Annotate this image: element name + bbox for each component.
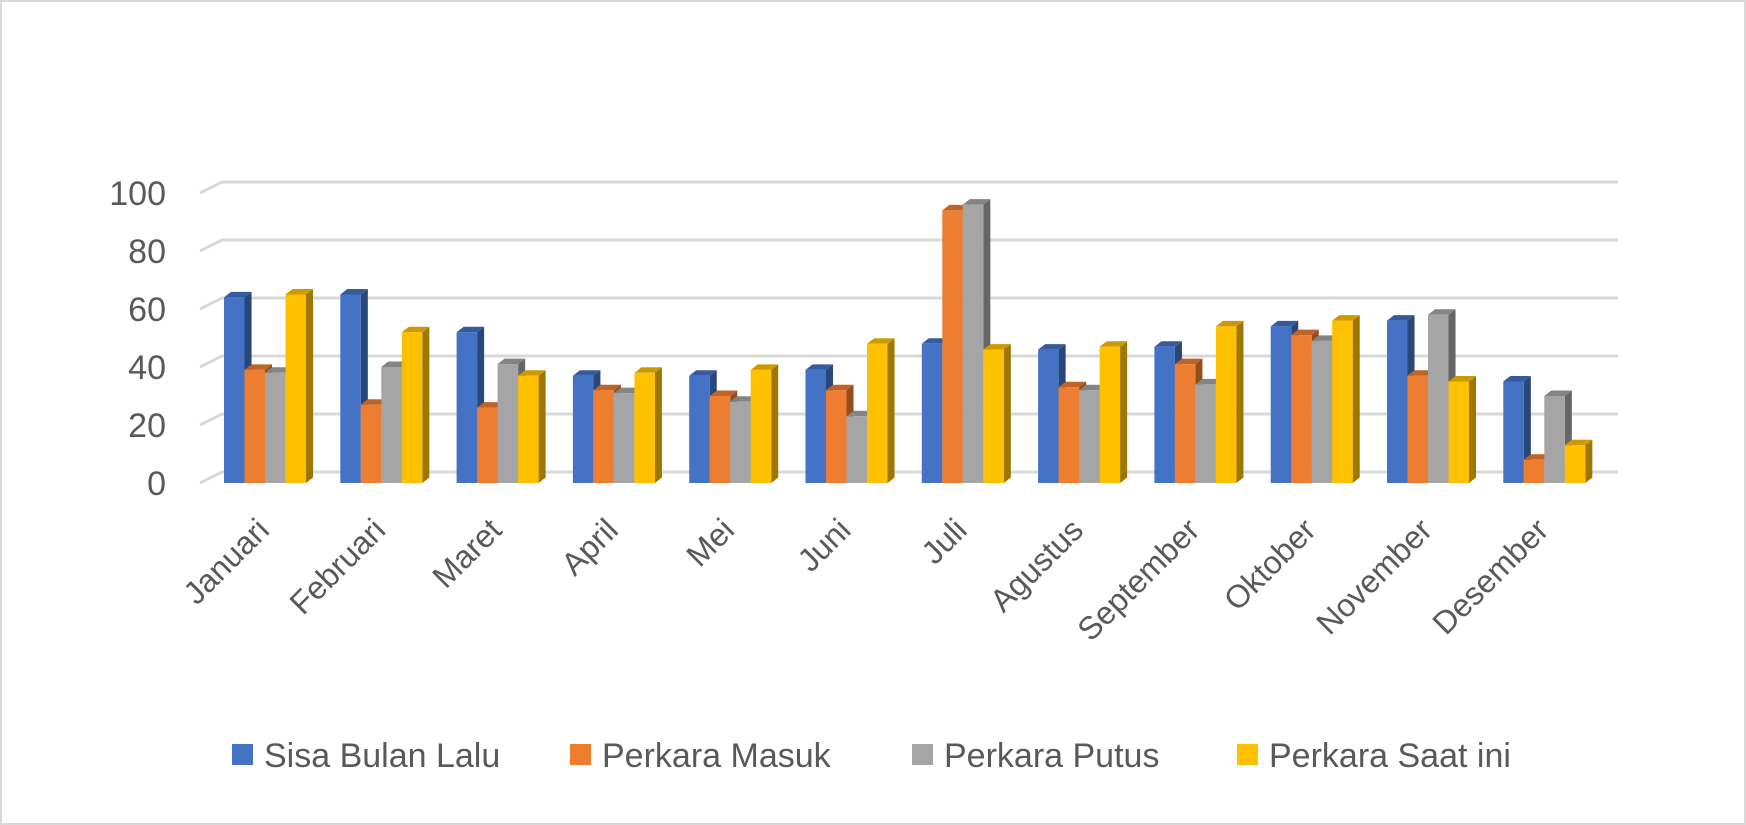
y-tick-label: 60 xyxy=(128,291,166,329)
y-tick-label: 80 xyxy=(128,233,166,271)
legend-label: Sisa Bulan Lalu xyxy=(264,737,500,775)
bar xyxy=(1099,341,1128,483)
x-tick-label: Maret xyxy=(425,511,508,594)
bar xyxy=(1448,376,1477,483)
gridline xyxy=(199,238,1618,253)
bar xyxy=(634,367,662,483)
legend-item: Perkara Saat ini xyxy=(1237,737,1511,775)
bar xyxy=(401,326,430,483)
legend-swatch xyxy=(912,744,933,765)
legend: Sisa Bulan Lalu Perkara Masuk Perkara Putu… xyxy=(232,737,1511,775)
bar xyxy=(1332,315,1360,483)
x-tick-label: Juni xyxy=(790,511,857,578)
legend-swatch xyxy=(1237,744,1258,765)
x-tick-label: Agustus xyxy=(983,511,1090,618)
bar xyxy=(285,289,314,483)
y-axis-ticks: 0 20 40 60 80 100 xyxy=(109,175,166,503)
gridline xyxy=(199,470,1618,485)
gridline xyxy=(199,180,1618,195)
x-tick-label: April xyxy=(554,511,625,582)
x-tick-label: Juli xyxy=(914,511,973,570)
legend-label: Perkara Putus xyxy=(944,737,1159,775)
x-tick-label: Januari xyxy=(176,511,276,611)
bar xyxy=(983,344,1011,483)
legend-item: Perkara Masuk xyxy=(570,737,832,775)
bar xyxy=(867,338,895,483)
legend-swatch xyxy=(570,744,591,765)
x-tick-label: Mei xyxy=(679,511,741,573)
bar xyxy=(1564,439,1593,483)
gridline xyxy=(199,296,1618,311)
x-tick-label: Oktober xyxy=(1217,511,1323,617)
gridlines xyxy=(199,180,1618,485)
legend-label: Perkara Saat ini xyxy=(1269,737,1511,775)
x-tick-label: November xyxy=(1309,511,1439,641)
gridline xyxy=(199,412,1618,427)
bar xyxy=(518,370,546,483)
legend-item: Sisa Bulan Lalu xyxy=(232,737,500,775)
x-axis-ticks: Januari Februari Maret April Mei Juni Juli Agus… xyxy=(176,511,1555,647)
legend-item: Perkara Putus xyxy=(912,737,1159,775)
y-tick-label: 0 xyxy=(147,465,166,503)
y-tick-label: 40 xyxy=(128,349,166,387)
x-tick-label: September xyxy=(1070,511,1206,647)
y-tick-label: 100 xyxy=(109,175,166,213)
x-tick-label: Februari xyxy=(283,511,393,621)
bar xyxy=(750,364,779,483)
gridline xyxy=(199,354,1618,369)
bars xyxy=(224,199,1593,483)
legend-swatch xyxy=(232,744,253,765)
x-tick-label: Desember xyxy=(1425,511,1555,641)
y-tick-label: 20 xyxy=(128,407,166,445)
bar xyxy=(1215,320,1244,483)
legend-label: Perkara Masuk xyxy=(602,737,832,775)
